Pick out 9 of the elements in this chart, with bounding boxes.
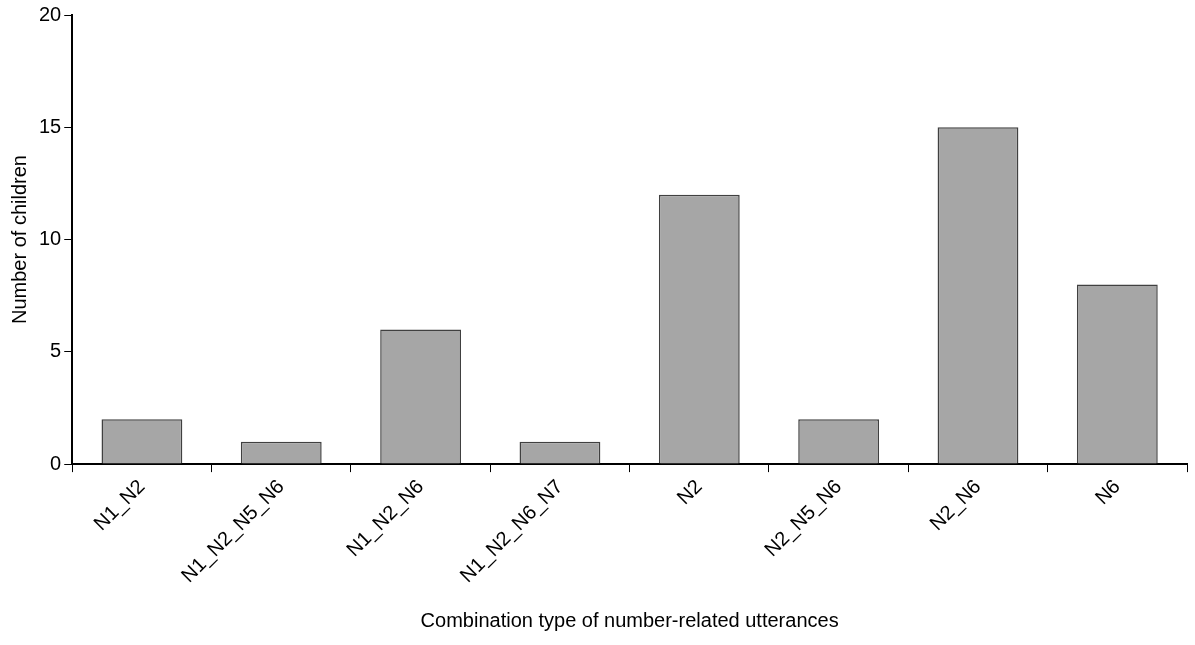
y-tick-label: 0 (50, 451, 62, 474)
y-tick-label: 20 (39, 2, 62, 25)
y-axis-title: Number of children (7, 155, 30, 325)
x-tick-label: N6 (1090, 474, 1125, 509)
y-tick-label: 5 (50, 339, 62, 362)
y-tick-label: 15 (39, 114, 62, 137)
x-axis-title: Combination type of number-related utterances (420, 608, 839, 631)
y-tick-label: 10 (39, 227, 62, 250)
x-tick-label: N2 (672, 474, 707, 509)
